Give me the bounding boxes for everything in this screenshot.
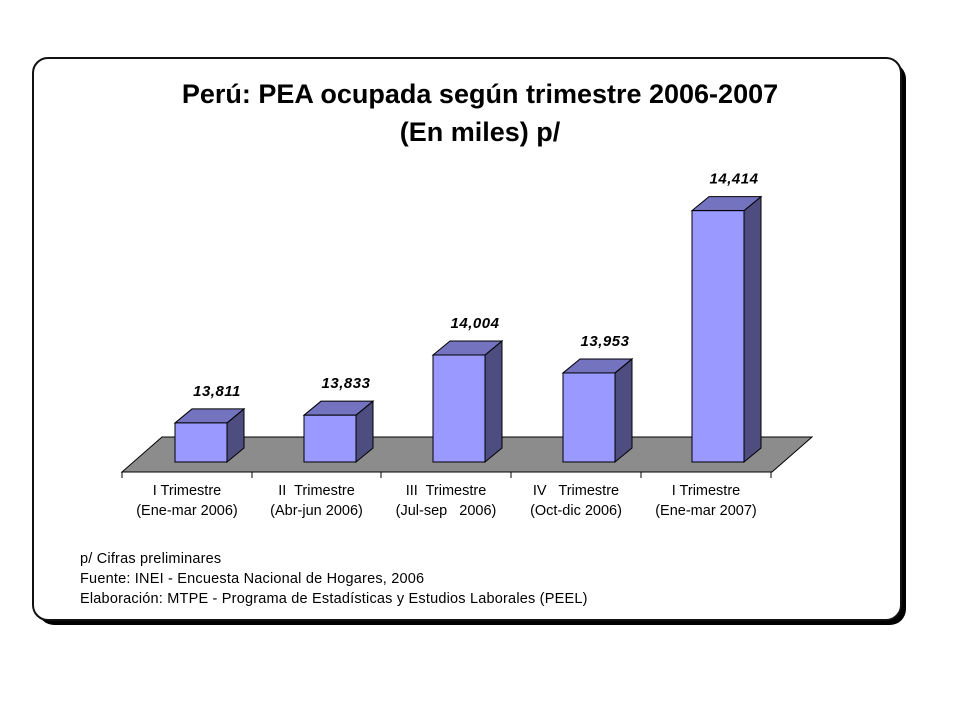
x-tick-label: IV Trimestre (533, 483, 619, 499)
data-label: 13,811 (193, 383, 241, 400)
bar (691, 210, 745, 463)
bar (174, 422, 228, 463)
x-tick-label: I Trimestre (153, 483, 221, 499)
bar-side (484, 339, 503, 464)
bar (562, 372, 616, 463)
x-tick-label: I Trimestre (672, 483, 740, 499)
data-label: 13,833 (322, 375, 371, 392)
x-tick-label: II Trimestre (278, 483, 355, 499)
x-tick-label: (Abr-jun 2006) (270, 503, 363, 519)
bar-side (614, 357, 633, 464)
x-tick-label: III Trimestre (406, 483, 487, 499)
x-tick-label: (Oct-dic 2006) (530, 503, 622, 519)
bar (432, 354, 486, 463)
x-tick-label: (Ene-mar 2006) (136, 503, 238, 519)
note-source: Fuente: INEI - Encuesta Nacional de Hoga… (80, 571, 425, 587)
bar (303, 414, 357, 463)
x-tick-label: (Jul-sep 2006) (396, 503, 497, 519)
note-elaboration: Elaboración: MTPE - Programa de Estadíst… (80, 591, 588, 607)
data-label: 13,953 (581, 333, 630, 350)
bar-side (743, 195, 762, 464)
data-label: 14,004 (451, 315, 500, 332)
footnotes: p/ Cifras preliminares Fuente: INEI - En… (80, 549, 588, 609)
note-preliminary: p/ Cifras preliminares (80, 551, 222, 567)
x-tick-label: (Ene-mar 2007) (655, 503, 757, 519)
data-label: 14,414 (710, 171, 759, 188)
chart-title: Perú: PEA ocupada según trimestre 2006-2… (181, 79, 779, 109)
chart-subtitle: (En miles) p/ (399, 117, 561, 147)
